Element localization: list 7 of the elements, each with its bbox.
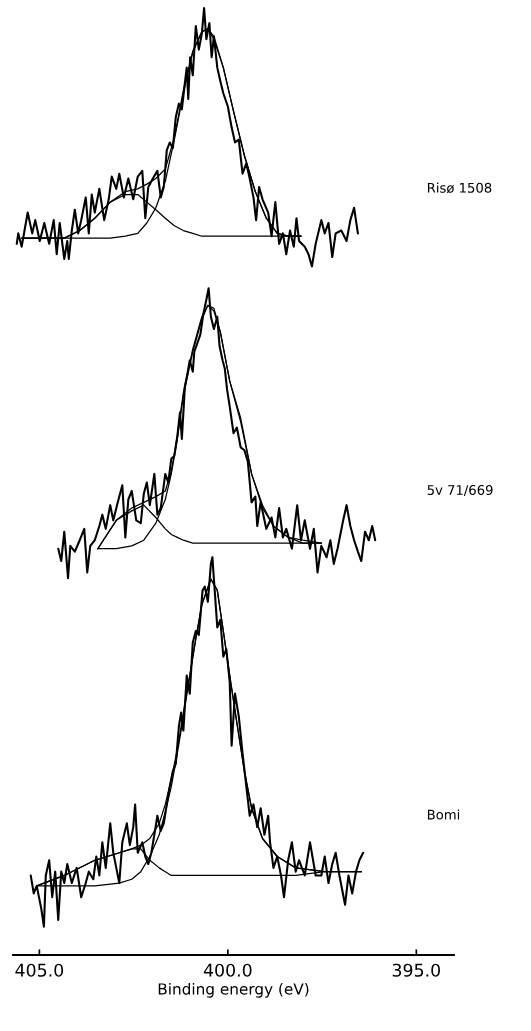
x-tick-label: 405.0 [15, 963, 64, 977]
x-tick-label: 400.0 [203, 963, 252, 977]
x-tick-label: 395.0 [392, 963, 441, 977]
text: Bomi [427, 809, 460, 820]
x-axis-title: Binding energy (eV) [158, 982, 309, 998]
text: Risø 1508 [427, 182, 492, 194]
text: 5v 71/669 [427, 485, 493, 497]
